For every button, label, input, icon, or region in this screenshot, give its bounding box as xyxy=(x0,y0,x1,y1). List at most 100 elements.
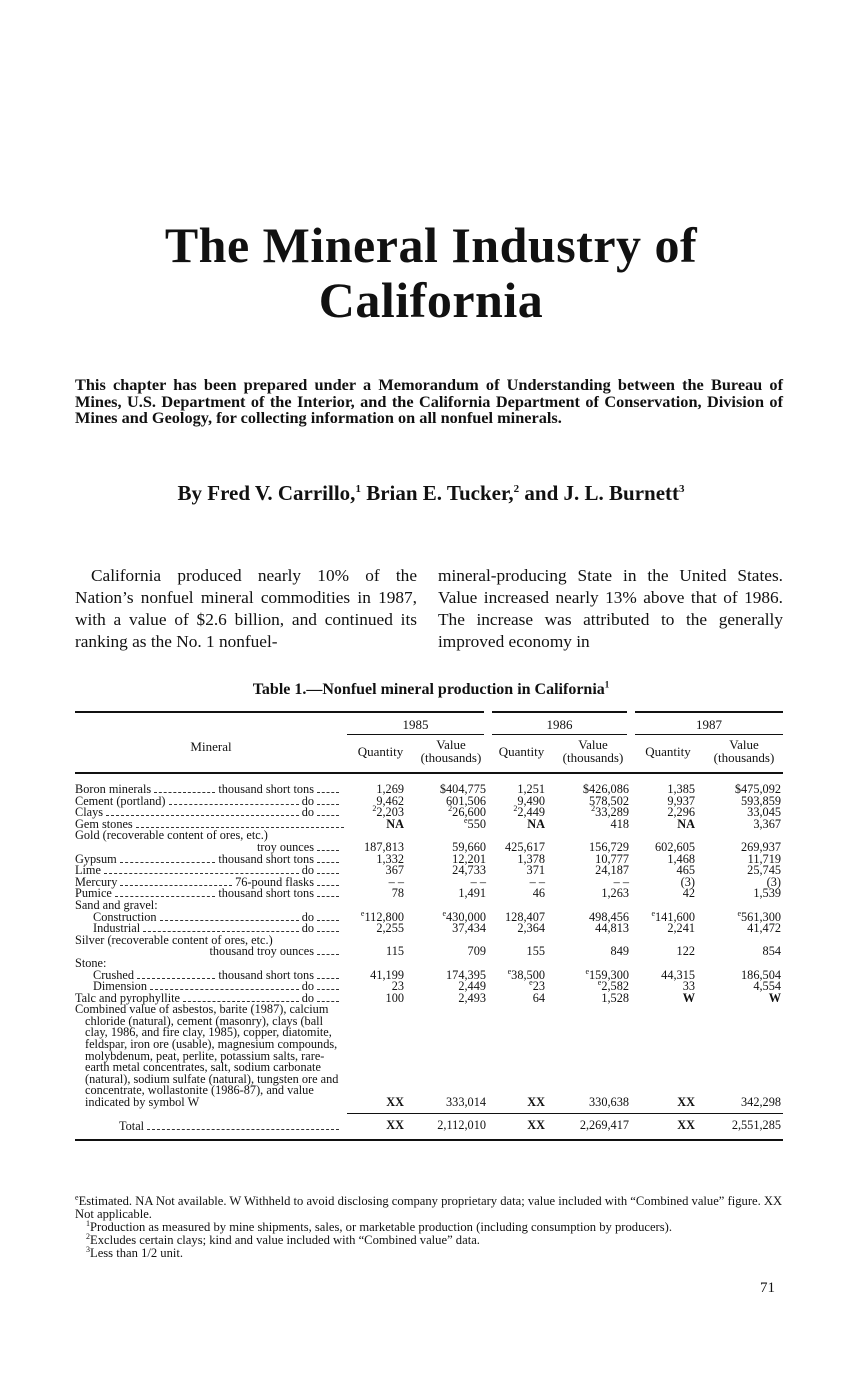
value-cell: 4,554 xyxy=(705,980,783,993)
author-1: Fred V. Carrillo, xyxy=(207,481,356,505)
byline: By Fred V. Carrillo,1 Brian E. Tucker,2 … xyxy=(0,481,862,506)
value-cell: 1,263 xyxy=(555,886,631,901)
mineral-name: Boron minerals xyxy=(75,782,152,796)
cell-value: 1,263 xyxy=(601,886,629,901)
cell-note: e xyxy=(737,908,742,918)
cell-note: e xyxy=(360,908,365,918)
dot-leader xyxy=(317,792,339,793)
value-cell: – – xyxy=(347,876,414,889)
year-header-1987: 1987 xyxy=(627,712,783,735)
cell-value: 2,364 xyxy=(517,921,545,936)
mineral-name: Cement (portland) xyxy=(75,793,166,808)
row-label: Pumice thousand short tons xyxy=(75,887,347,900)
table-row: Construction do e112,800 e430,000 128,407 498… xyxy=(75,909,783,924)
cell-note: e xyxy=(507,966,512,976)
value-cell: 330,638 xyxy=(555,1004,631,1108)
cell-value: 593,859 xyxy=(741,793,781,808)
value-cell: 187,813 xyxy=(347,841,414,854)
cell-value: 26,600 xyxy=(452,805,486,820)
value-cell: 1,378 xyxy=(488,851,555,866)
value-cell: e2,582 xyxy=(555,979,631,993)
value-cell: 269,937 xyxy=(705,841,783,854)
quantity-header: Quantity xyxy=(357,743,404,759)
cell-value: 37,434 xyxy=(452,921,486,936)
cell-value: 425,617 xyxy=(505,839,545,854)
cell-value: 498,456 xyxy=(589,909,629,924)
table-row: Cement (portland) do 9,462 601,506 9,490 578,… xyxy=(75,793,783,808)
row-label: thousand troy ounces xyxy=(75,945,347,958)
footnote-1: 1Production as measured by mine shipment… xyxy=(86,1218,672,1234)
dot-leader xyxy=(317,977,339,979)
unit-label: thousand short tons xyxy=(218,967,314,982)
dot-leader xyxy=(317,803,339,805)
cell-value: 1,378 xyxy=(517,851,545,866)
label-with-leader: Dimension do xyxy=(75,980,347,993)
cell-note: e xyxy=(651,908,656,918)
dot-leader xyxy=(317,1000,339,1002)
cell-value: 854 xyxy=(762,944,781,959)
total-value: XX xyxy=(631,1112,705,1141)
cell-note: e xyxy=(529,978,533,987)
value-cell: 122 xyxy=(631,945,705,958)
row-label: Gem stones xyxy=(75,818,347,831)
cell-value: 141,600 xyxy=(655,909,695,924)
cell-value: 1,269 xyxy=(376,782,404,796)
cell-value: 3,367 xyxy=(753,816,781,831)
dot-leader xyxy=(149,989,299,991)
dot-leader xyxy=(106,815,299,817)
value-cell: 22,203 xyxy=(347,805,414,819)
value-cell: $426,086 xyxy=(555,783,631,796)
dot-leader xyxy=(159,919,299,921)
value-cell: 367 xyxy=(347,864,414,877)
value-cell: 2,449 xyxy=(414,980,488,993)
dot-leader xyxy=(168,803,299,805)
label-with-leader: Pumice thousand short tons xyxy=(75,887,347,900)
value-cell: 33,045 xyxy=(705,806,783,819)
label-with-leader: Construction do xyxy=(75,911,347,924)
value-cell: NA xyxy=(347,818,414,831)
cell-value: 561,300 xyxy=(741,909,781,924)
value-cell: 155 xyxy=(488,945,555,958)
value-cell: 25,745 xyxy=(705,864,783,877)
title-line-2: California xyxy=(318,272,544,328)
cell-value: 1,385 xyxy=(667,782,695,796)
value-cell: 44,813 xyxy=(555,922,631,935)
dot-leader xyxy=(120,884,233,886)
year-header-1985: 1985 xyxy=(347,712,488,735)
table-title-note: 1 xyxy=(604,679,610,690)
byline-prefix: By xyxy=(177,481,208,505)
value-cell: e430,000 xyxy=(414,909,488,924)
author-2: Brian E. Tucker, xyxy=(360,481,514,505)
value-cell: 174,395 xyxy=(414,968,488,982)
value-cell: 849 xyxy=(555,945,631,958)
intro-paragraph: This chapter has been prepared under a M… xyxy=(75,375,783,427)
table-body: Boron minerals thousand short tons 1,269 $4… xyxy=(75,782,783,1141)
value-cell: 23 xyxy=(347,980,414,993)
cell-value: 550 xyxy=(467,816,486,831)
value-cell: 9,937 xyxy=(631,794,705,808)
value-cell: 64 xyxy=(488,992,555,1005)
cell-value: 12,201 xyxy=(452,851,486,866)
value-header: Value (thousands) xyxy=(562,737,624,765)
table-title-text: Table 1.—Nonfuel mineral production in C… xyxy=(252,681,605,698)
value-cell: NA xyxy=(631,818,705,831)
label-with-leader: Talc and pyrophyllite do xyxy=(75,990,347,1005)
row-label: Cement (portland) do xyxy=(75,793,347,808)
cell-value: $404,775 xyxy=(439,782,486,796)
value-cell: 9,490 xyxy=(488,794,555,808)
table-row: Gold (recoverable content of ores, etc.) xyxy=(75,829,783,842)
value-cell: e141,600 xyxy=(631,909,705,924)
cell-value: 371 xyxy=(526,863,545,878)
value-cell: 1,528 xyxy=(555,992,631,1005)
cell-value: $475,092 xyxy=(734,782,781,796)
cell-value: 1,539 xyxy=(753,886,781,901)
unit-label: do xyxy=(301,990,314,1005)
cell-value: XX xyxy=(677,1095,695,1110)
value-cell: e23 xyxy=(488,978,555,993)
unit-label: thousand short tons xyxy=(218,782,314,796)
footnote-3: 3Less than 1/2 unit. xyxy=(86,1244,184,1260)
page-title: The Mineral Industry of California xyxy=(0,218,862,328)
value-cell: 425,617 xyxy=(488,839,555,854)
value-cell: 22,449 xyxy=(488,805,555,819)
label-with-leader: Gypsum thousand short tons xyxy=(75,853,347,866)
